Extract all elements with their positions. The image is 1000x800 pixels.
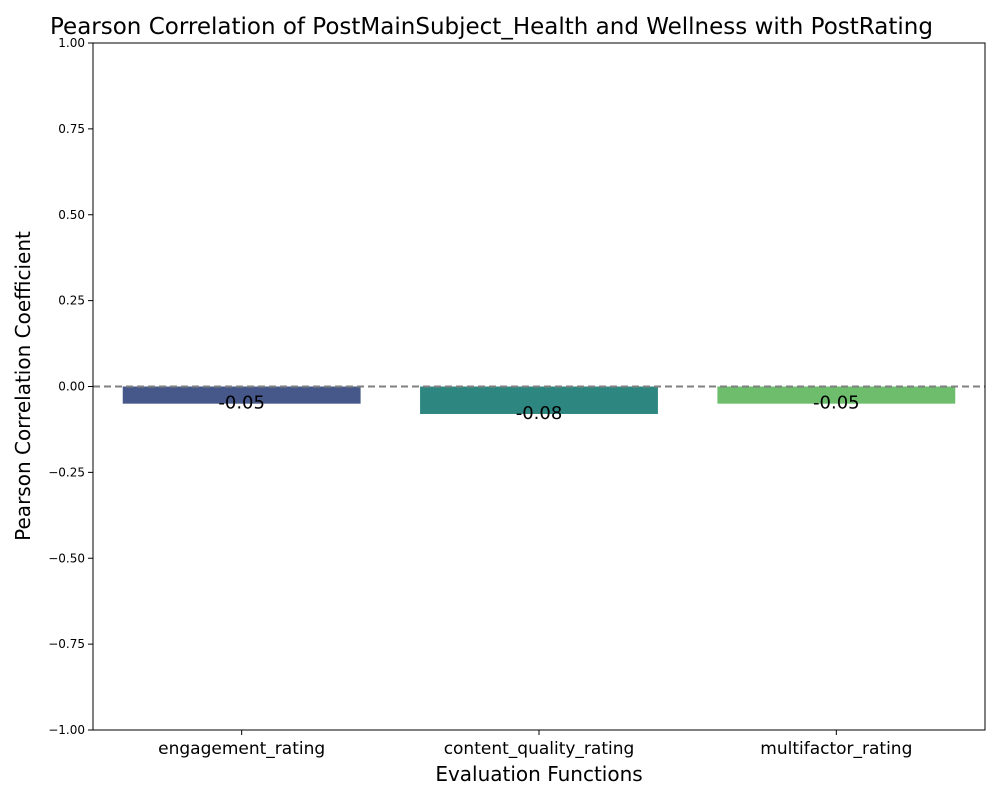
y-tick-label: −0.75 [48,637,85,651]
y-tick-label: −1.00 [48,723,85,737]
y-tick-label: −0.25 [48,465,85,479]
y-tick-label: 0.50 [58,208,85,222]
y-tick-label: 1.00 [58,36,85,50]
y-tick-label: 0.00 [58,380,85,394]
y-tick-label: 0.75 [58,122,85,136]
plot-area: -0.05 -0.08 -0.05 [93,385,985,424]
y-tick-label: 0.25 [58,294,85,308]
chart-title: Pearson Correlation of PostMainSubject_H… [50,14,933,40]
x-tick-label: multifactor_rating [760,739,912,759]
bar-content-quality-rating [420,386,658,414]
bar-value-label: -0.08 [516,403,563,424]
x-tick-label: engagement_rating [158,739,325,759]
y-axis-label: Pearson Correlation Coefficient [11,231,35,541]
bar-value-label: -0.05 [813,393,860,414]
x-axis: engagement_rating content_quality_rating m… [158,730,912,759]
y-tick-label: −0.50 [48,551,85,565]
y-axis: 1.00 0.75 0.50 0.25 0.00 −0.25 −0.50 −0.75 −1.00 [48,36,93,737]
x-tick-label: content_quality_rating [444,739,635,759]
bar-engagement-rating [122,386,361,404]
bar-multifactor-rating [717,386,956,404]
bar-value-label: -0.05 [218,393,265,414]
x-axis-label: Evaluation Functions [435,762,642,786]
